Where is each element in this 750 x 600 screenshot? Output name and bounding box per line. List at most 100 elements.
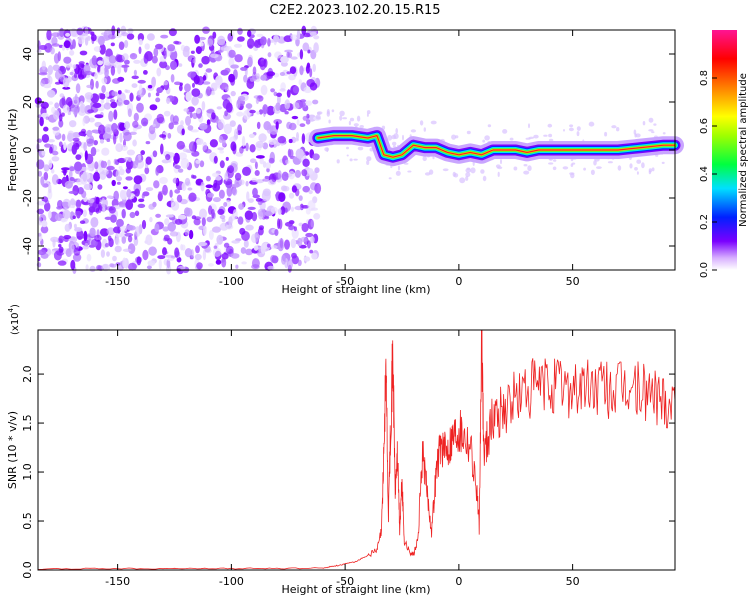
noise-speckle — [194, 216, 201, 221]
noise-speckle — [111, 179, 116, 187]
spectrogram-x-tick-label: -150 — [105, 275, 130, 288]
noise-speckle — [143, 70, 148, 75]
noise-speckle — [299, 101, 306, 108]
snr-y-tick-label: 0.5 — [21, 512, 34, 530]
noise-speckle — [122, 257, 127, 269]
noise-speckle — [553, 159, 557, 162]
noise-speckle — [93, 140, 98, 146]
noise-speckle — [168, 122, 174, 130]
noise-speckle — [190, 129, 199, 133]
noise-speckle — [227, 32, 233, 42]
noise-speckle — [312, 63, 317, 73]
noise-speckle — [174, 41, 182, 45]
noise-speckle — [251, 177, 258, 182]
noise-speckle — [151, 76, 157, 88]
noise-speckle — [293, 226, 297, 232]
noise-speckle — [217, 147, 224, 151]
noise-speckle — [46, 29, 52, 41]
noise-speckle — [75, 83, 81, 94]
noise-speckle — [237, 27, 243, 35]
noise-speckle — [241, 261, 247, 265]
noise-speckle — [286, 89, 291, 98]
noise-speckle — [254, 170, 260, 176]
noise-speckle — [64, 180, 73, 189]
noise-speckle — [284, 207, 288, 214]
noise-speckle — [239, 146, 244, 154]
noise-speckle — [274, 51, 282, 59]
noise-speckle — [570, 172, 575, 179]
noise-speckle — [131, 83, 138, 88]
noise-speckle — [75, 154, 82, 161]
noise-speckle — [132, 139, 137, 147]
noise-speckle — [313, 35, 320, 40]
noise-speckle — [635, 133, 641, 138]
noise-speckle — [68, 190, 78, 194]
noise-speckle — [106, 227, 116, 235]
noise-speckle — [82, 245, 90, 250]
noise-speckle — [221, 257, 227, 268]
noise-speckle — [189, 111, 193, 119]
noise-speckle — [174, 218, 183, 225]
spectrogram-y-ticks: -40 -20 0 20 40 — [21, 47, 675, 255]
noise-speckle — [617, 165, 622, 171]
noise-speckle — [84, 70, 93, 76]
noise-speckle — [232, 187, 238, 196]
noise-speckle — [119, 132, 123, 143]
noise-speckle — [51, 106, 56, 114]
noise-speckle — [271, 255, 279, 264]
noise-speckle — [387, 134, 393, 141]
noise-speckle — [155, 166, 160, 176]
noise-speckle — [153, 180, 160, 189]
noise-speckle — [220, 69, 229, 76]
noise-speckle — [289, 149, 294, 158]
colorbar-ticks: 0.0 0.2 0.4 0.6 0.8 — [699, 70, 717, 278]
noise-speckle — [225, 224, 234, 230]
noise-speckle — [315, 114, 321, 120]
noise-speckle — [181, 128, 185, 136]
noise-speckle — [74, 210, 82, 217]
spectrogram-y-tick-label: 0 — [21, 147, 34, 154]
noise-speckle — [91, 55, 98, 66]
noise-speckle — [236, 99, 241, 109]
snr-scale-note: (x104) — [7, 304, 21, 335]
noise-speckle — [152, 150, 158, 158]
noise-speckle — [309, 249, 314, 254]
noise-speckle — [103, 102, 112, 110]
noise-speckle — [115, 169, 121, 180]
noise-speckle — [167, 238, 173, 245]
noise-speckle — [251, 264, 260, 270]
noise-speckle — [185, 207, 193, 217]
noise-speckle — [97, 60, 104, 66]
noise-speckle — [237, 216, 244, 225]
noise-speckle — [122, 186, 128, 190]
noise-speckle — [78, 95, 85, 104]
noise-speckle — [126, 33, 135, 40]
noise-speckle — [234, 172, 242, 181]
noise-speckle — [326, 147, 329, 153]
noise-speckle — [224, 86, 229, 92]
noise-speckle — [63, 142, 67, 151]
noise-speckle — [249, 77, 255, 82]
noise-speckle — [259, 157, 264, 165]
noise-speckle — [299, 123, 306, 127]
noise-speckle — [98, 92, 104, 100]
noise-speckle — [284, 239, 290, 250]
noise-speckle — [424, 172, 431, 176]
noise-speckle — [181, 182, 187, 192]
noise-speckle — [114, 33, 123, 38]
noise-speckle — [495, 164, 501, 168]
spectrogram-y-tick-label: -20 — [21, 189, 34, 207]
noise-speckle — [36, 200, 46, 206]
noise-speckle — [328, 119, 331, 124]
noise-speckle — [106, 195, 113, 199]
noise-speckle — [247, 198, 254, 204]
noise-speckle — [548, 162, 554, 165]
noise-speckle — [106, 138, 111, 142]
noise-speckle — [180, 157, 190, 169]
noise-speckle — [88, 206, 96, 213]
noise-speckle — [147, 84, 153, 89]
snr-x-tick-label: 50 — [566, 575, 580, 588]
noise-speckle — [407, 170, 412, 173]
noise-speckle — [312, 153, 320, 161]
noise-speckle — [119, 168, 125, 176]
